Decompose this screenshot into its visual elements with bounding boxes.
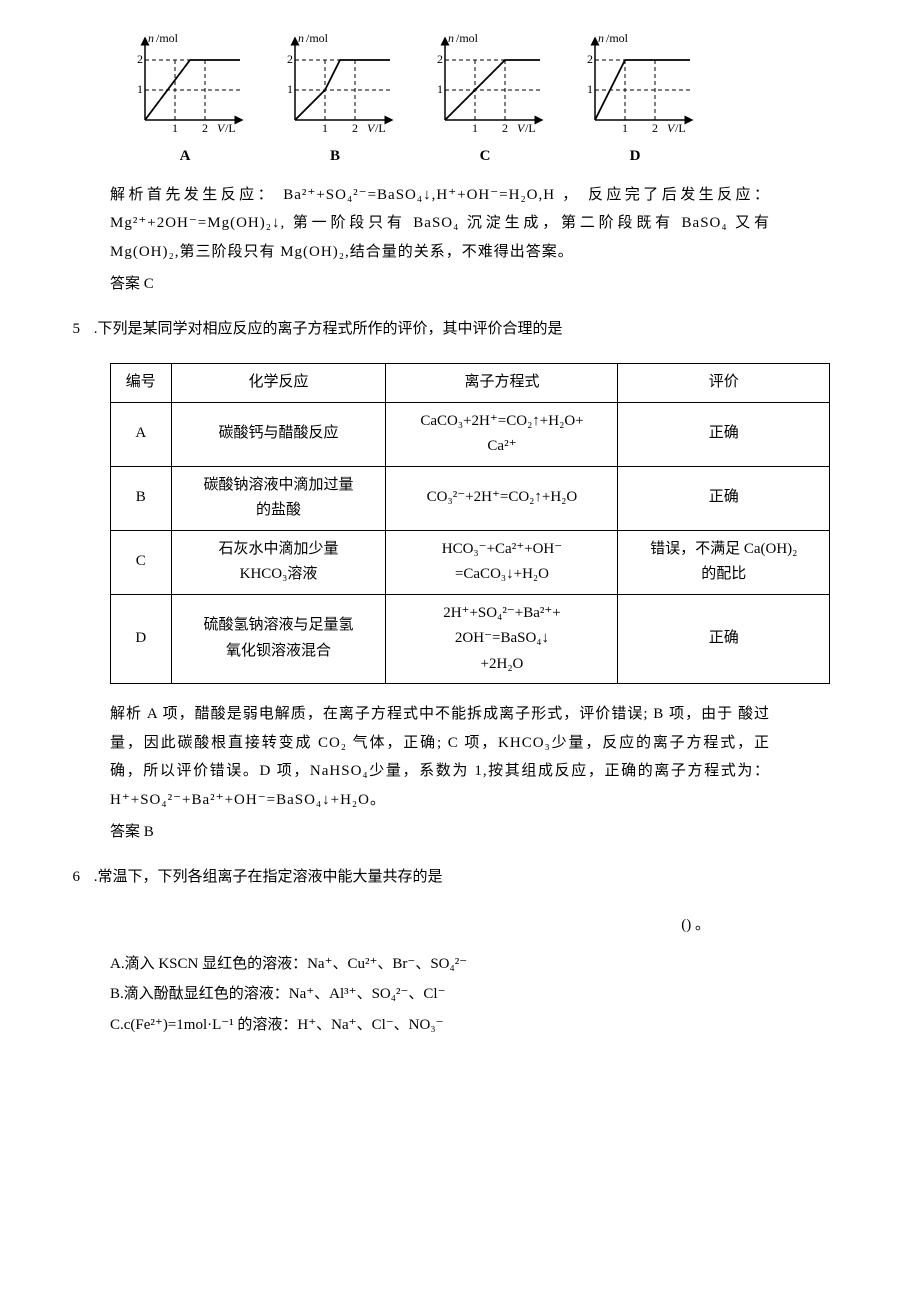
svg-text:/L: /L xyxy=(675,121,686,135)
svg-text:/mol: /mol xyxy=(456,31,479,45)
q6-number: 6 xyxy=(50,863,80,892)
chart-label-D: D xyxy=(630,142,641,171)
row-eval: 正确 xyxy=(618,594,830,684)
q5-table: 编号 化学反应 离子方程式 评价 A碳酸钙与醋酸反应CaCO₃+2H⁺=CO₂↑… xyxy=(110,363,830,684)
charts-row: n/mol V/L 12 12 A n/mol V/L 12 12 B xyxy=(50,30,770,171)
chart-label-B: B xyxy=(330,142,340,171)
col-eval: 评价 xyxy=(618,364,830,403)
svg-text:2: 2 xyxy=(652,121,658,135)
svg-text:/L: /L xyxy=(225,121,236,135)
svg-text:2: 2 xyxy=(137,52,143,66)
row-eval: 正确 xyxy=(618,402,830,466)
q4-explanation: 解析首先发生反应： Ba²⁺+SO₄²⁻=BaSO₄↓,H⁺+OH⁻=H₂O,H… xyxy=(110,181,770,267)
svg-text:/mol: /mol xyxy=(606,31,629,45)
chart-B-svg: n/mol V/L 12 12 xyxy=(270,30,400,140)
chart-D-svg: n/mol V/L 12 12 xyxy=(570,30,700,140)
row-reaction: 石灰水中滴加少量KHCO₃溶液 xyxy=(171,530,386,594)
table-header-row: 编号 化学反应 离子方程式 评价 xyxy=(111,364,830,403)
chart-label-C: C xyxy=(480,142,491,171)
row-reaction: 硫酸氢钠溶液与足量氢氧化钡溶液混合 xyxy=(171,594,386,684)
row-id: C xyxy=(111,530,172,594)
svg-text:2: 2 xyxy=(287,52,293,66)
q5-number: 5 xyxy=(50,315,80,344)
svg-text:1: 1 xyxy=(322,121,328,135)
q6-options: A.滴入 KSCN 显红色的溶液：Na⁺、Cu²⁺、Br⁻、SO₄²⁻ B.滴入… xyxy=(110,950,770,1040)
row-id: D xyxy=(111,594,172,684)
svg-text:/L: /L xyxy=(375,121,386,135)
row-id: A xyxy=(111,402,172,466)
row-equation: CO₃²⁻+2H⁺=CO₂↑+H₂O xyxy=(386,466,618,530)
row-equation: HCO₃⁻+Ca²⁺+OH⁻=CaCO₃↓+H₂O xyxy=(386,530,618,594)
chart-B: n/mol V/L 12 12 B xyxy=(270,30,400,171)
table-row: C石灰水中滴加少量KHCO₃溶液HCO₃⁻+Ca²⁺+OH⁻=CaCO₃↓+H₂… xyxy=(111,530,830,594)
table-row: D硫酸氢钠溶液与足量氢氧化钡溶液混合2H⁺+SO₄²⁻+Ba²⁺+2OH⁻=Ba… xyxy=(111,594,830,684)
row-equation: CaCO₃+2H⁺=CO₂↑+H₂O+Ca²⁺ xyxy=(386,402,618,466)
svg-text:1: 1 xyxy=(137,82,143,96)
q6-option-A: A.滴入 KSCN 显红色的溶液：Na⁺、Cu²⁺、Br⁻、SO₄²⁻ xyxy=(110,950,770,979)
row-equation: 2H⁺+SO₄²⁻+Ba²⁺+2OH⁻=BaSO₄↓+2H₂O xyxy=(386,594,618,684)
svg-text:2: 2 xyxy=(202,121,208,135)
q4-answer: 答案 C xyxy=(110,270,770,299)
col-reaction: 化学反应 xyxy=(171,364,386,403)
row-id: B xyxy=(111,466,172,530)
q6-stem-line: 6 .常温下，下列各组离子在指定溶液中能大量共存的是 xyxy=(50,863,770,892)
svg-text:n: n xyxy=(148,31,154,45)
q6-stem: .常温下，下列各组离子在指定溶液中能大量共存的是 xyxy=(94,869,443,885)
svg-text:1: 1 xyxy=(172,121,178,135)
q5-stem: .下列是某同学对相应反应的离子方程式所作的评价，其中评价合理的是 xyxy=(94,321,563,337)
q6-option-B: B.滴入酚酞显红色的溶液：Na⁺、Al³⁺、SO₄²⁻、Cl⁻ xyxy=(110,980,770,1009)
row-eval: 正确 xyxy=(618,466,830,530)
chart-A: n/mol V/L 12 12 A xyxy=(120,30,250,171)
row-eval: 错误，不满足 Ca(OH)₂的配比 xyxy=(618,530,830,594)
svg-text:/mol: /mol xyxy=(306,31,329,45)
svg-text:n: n xyxy=(598,31,604,45)
chart-C: n/mol V/L 12 12 C xyxy=(420,30,550,171)
svg-text:2: 2 xyxy=(437,52,443,66)
row-reaction: 碳酸钠溶液中滴加过量的盐酸 xyxy=(171,466,386,530)
svg-text:1: 1 xyxy=(287,82,293,96)
col-id: 编号 xyxy=(111,364,172,403)
chart-C-svg: n/mol V/L 12 12 xyxy=(420,30,550,140)
chart-A-svg: n/mol V/L 12 12 xyxy=(120,30,250,140)
chart-label-A: A xyxy=(180,142,191,171)
svg-text:2: 2 xyxy=(587,52,593,66)
table-row: A碳酸钙与醋酸反应CaCO₃+2H⁺=CO₂↑+H₂O+Ca²⁺正确 xyxy=(111,402,830,466)
q5-answer: 答案 B xyxy=(110,818,770,847)
q5-explanation: 解析 A 项，醋酸是弱电解质，在离子方程式中不能拆成离子形式，评价错误; B 项… xyxy=(110,700,770,814)
svg-text:1: 1 xyxy=(437,82,443,96)
svg-text:1: 1 xyxy=(472,121,478,135)
q6-option-C: C.c(Fe²⁺)=1mol·L⁻¹ 的溶液：H⁺、Na⁺、Cl⁻、NO₃⁻ xyxy=(110,1011,770,1040)
svg-text:1: 1 xyxy=(587,82,593,96)
table-row: B碳酸钠溶液中滴加过量的盐酸CO₃²⁻+2H⁺=CO₂↑+H₂O正确 xyxy=(111,466,830,530)
row-reaction: 碳酸钙与醋酸反应 xyxy=(171,402,386,466)
svg-text:1: 1 xyxy=(622,121,628,135)
chart-D: n/mol V/L 12 12 D xyxy=(570,30,700,171)
q6-blank-paren: () 。 xyxy=(50,911,710,940)
q5-stem-line: 5 .下列是某同学对相应反应的离子方程式所作的评价，其中评价合理的是 xyxy=(50,315,770,344)
svg-text:2: 2 xyxy=(502,121,508,135)
svg-text:2: 2 xyxy=(352,121,358,135)
svg-text:n: n xyxy=(448,31,454,45)
col-equation: 离子方程式 xyxy=(386,364,618,403)
svg-text:/L: /L xyxy=(525,121,536,135)
svg-text:/mol: /mol xyxy=(156,31,179,45)
svg-text:n: n xyxy=(298,31,304,45)
